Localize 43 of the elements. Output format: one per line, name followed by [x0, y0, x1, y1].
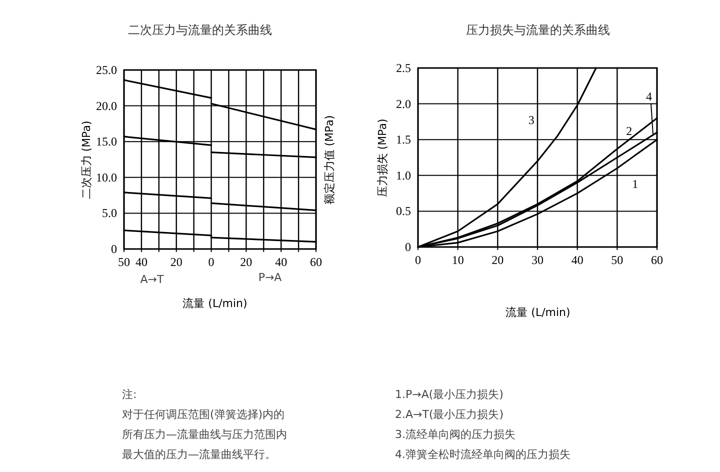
x-tick-label: 40 [135, 255, 148, 269]
x-tick-label: 40 [571, 253, 584, 267]
x-tick-label: 0 [415, 253, 421, 267]
y-axis-title: 二次压力 (MPa) [80, 120, 93, 200]
y-tick-label: 20.0 [96, 98, 117, 113]
chart-title: 压力损失与流量的关系曲线 [466, 23, 610, 37]
y-tick-label: 0 [111, 242, 117, 256]
x-tick-label: 50 [611, 253, 624, 267]
text: 2.A→T(最小压力损失) [395, 408, 504, 421]
text: 4.弹簧全松时流经单向阀的压力损失 [395, 448, 570, 461]
text: 注: [122, 388, 137, 401]
y-tick-label: 2.5 [396, 61, 411, 75]
x-tick-label: 50 [118, 255, 130, 269]
text: 最大值的压力—流量曲线平行。 [122, 448, 276, 461]
text: A→T [140, 273, 164, 286]
y-tick-label: 0.5 [396, 204, 411, 218]
y-tick-label: 5.0 [102, 206, 117, 220]
text: 1.P→A(最小压力损失) [395, 388, 504, 401]
y-tick-label: 10.0 [96, 170, 117, 184]
y-tick-label: 15.0 [96, 134, 117, 149]
x-tick-label: 30 [532, 253, 544, 267]
x-tick-label: 60 [310, 255, 322, 269]
text: 所有压力—流量曲线与压力范围内 [122, 428, 287, 441]
text: P→A [258, 271, 282, 284]
x-axis-title: 流量 (L/min) [506, 306, 570, 319]
y-tick-label: 2.0 [396, 96, 411, 111]
y-tick-label: 1.5 [396, 132, 411, 147]
y-axis-title: 压力损失 (MPa) [376, 118, 389, 198]
y-tick-label: 0 [405, 240, 411, 254]
x-tick-label: 20 [170, 255, 182, 269]
x-tick-label: 10 [452, 253, 464, 267]
text: 对于任何调压范围(弹簧选择)内的 [122, 408, 285, 421]
x-axis-title: 流量 (L/min) [182, 297, 248, 310]
x-tick-label: 20 [240, 255, 252, 269]
y-tick-label: 1.0 [396, 168, 411, 182]
y2-axis-title: 额定压力值 (MPa) [323, 115, 336, 205]
x-tick-label: 60 [651, 253, 663, 267]
x-tick-label: 20 [492, 253, 504, 267]
y-tick-label: 25.0 [96, 63, 117, 77]
text: 3.流经单向阀的压力损失 [395, 428, 516, 441]
x-tick-label: 0 [208, 255, 214, 269]
x-tick-label: 40 [275, 255, 288, 269]
chart-title: 二次压力与流量的关系曲线 [128, 23, 272, 37]
